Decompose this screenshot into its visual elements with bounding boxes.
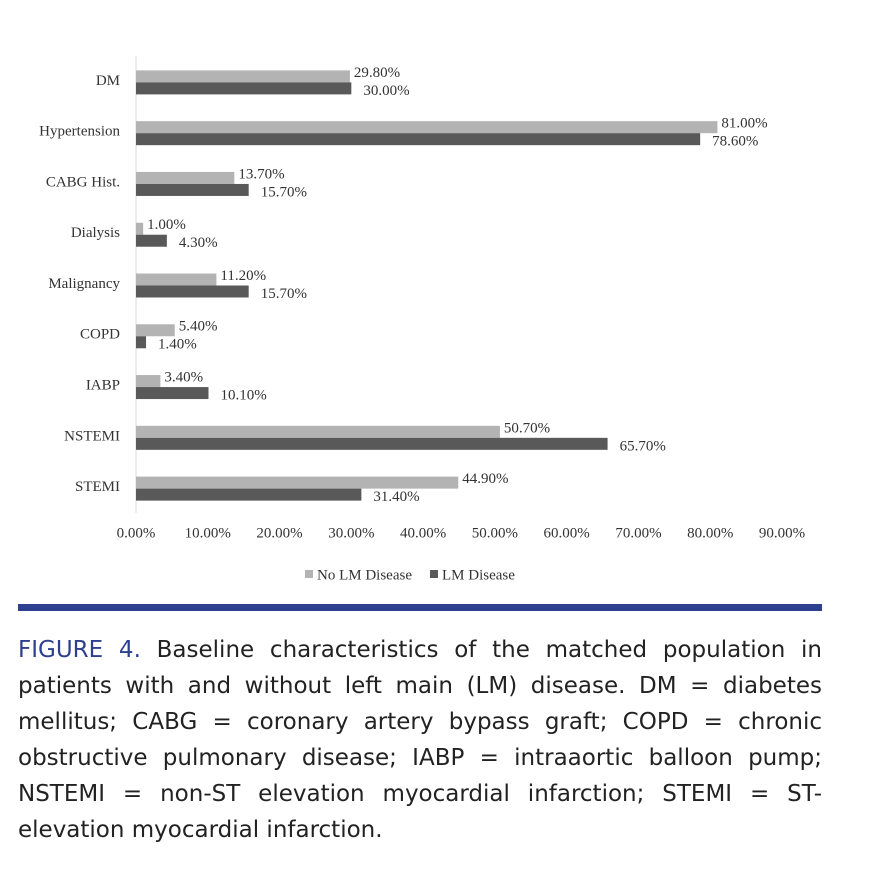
legend-swatch (305, 570, 313, 578)
x-tick-label: 30.00% (328, 525, 374, 541)
y-tick-label: CABG Hist. (46, 174, 120, 190)
value-label: 78.60% (712, 134, 758, 150)
y-tick-label: Malignancy (48, 276, 120, 292)
x-tick-label: 40.00% (400, 525, 446, 541)
bar (136, 234, 167, 247)
legend-label: No LM Disease (317, 567, 412, 583)
bar (136, 425, 500, 438)
bar (136, 476, 459, 489)
value-label: 15.70% (261, 286, 307, 302)
legend-label: LM Disease (442, 567, 515, 583)
y-tick-label: DM (96, 73, 120, 89)
value-label: 30.00% (363, 83, 409, 99)
bar (136, 222, 144, 235)
bar (136, 437, 608, 450)
value-label: 50.70% (504, 420, 550, 436)
caption: FIGURE 4. Baseline characteristics of th… (18, 632, 822, 848)
x-tick-label: 80.00% (687, 525, 733, 541)
bar (136, 121, 718, 134)
bar (136, 336, 147, 349)
x-tick-label: 90.00% (759, 525, 805, 541)
caption-text: Baseline characteristics of the matched … (18, 637, 822, 843)
value-label: 1.40% (158, 337, 197, 353)
value-label: 44.90% (462, 471, 508, 487)
x-tick-label: 70.00% (615, 525, 661, 541)
bar (136, 273, 217, 286)
x-tick-label: 50.00% (472, 525, 518, 541)
caption-label: FIGURE 4. (18, 637, 141, 663)
value-label: 10.10% (220, 387, 266, 403)
value-label: 81.00% (721, 116, 767, 132)
value-label: 31.40% (373, 489, 419, 505)
value-label: 65.70% (620, 438, 666, 454)
x-tick-label: 60.00% (544, 525, 590, 541)
value-label: 4.30% (179, 235, 218, 251)
bar (136, 183, 249, 196)
bar (136, 488, 362, 501)
bar (136, 387, 209, 400)
x-tick-label: 10.00% (185, 525, 231, 541)
chart: 0.00% 10.00% 20.00% 30.00% 40.00% 50.00% 60.00… (39, 56, 805, 583)
y-tick-label: Hypertension (39, 124, 120, 140)
bar (136, 375, 161, 388)
y-tick-label: IABP (86, 377, 120, 393)
bar (136, 133, 701, 146)
bar (136, 82, 352, 95)
value-label: 13.70% (238, 166, 284, 182)
value-label: 11.20% (220, 268, 266, 284)
x-tick-label: 20.00% (256, 525, 302, 541)
bar (136, 70, 350, 83)
y-tick-label: COPD (80, 327, 120, 343)
divider (18, 604, 822, 611)
value-label: 29.80% (354, 65, 400, 81)
value-label: 15.70% (261, 184, 307, 200)
y-tick-label: Dialysis (71, 225, 120, 241)
value-label: 3.40% (164, 369, 203, 385)
value-label: 5.40% (179, 319, 218, 335)
y-tick-label: STEMI (75, 479, 120, 495)
y-tick-label: NSTEMI (64, 428, 120, 444)
legend-swatch (429, 570, 438, 578)
x-tick-label: 0.00% (117, 525, 156, 541)
bar (136, 324, 175, 337)
value-label: 1.00% (147, 217, 186, 233)
bar (136, 171, 235, 184)
bar (136, 285, 249, 298)
